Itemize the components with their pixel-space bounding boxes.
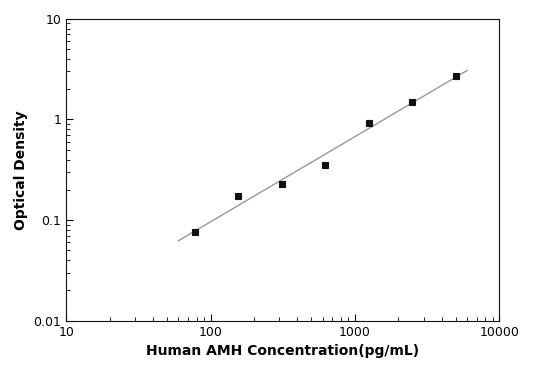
- X-axis label: Human AMH Concentration(pg/mL): Human AMH Concentration(pg/mL): [146, 344, 419, 358]
- Y-axis label: Optical Density: Optical Density: [14, 110, 28, 230]
